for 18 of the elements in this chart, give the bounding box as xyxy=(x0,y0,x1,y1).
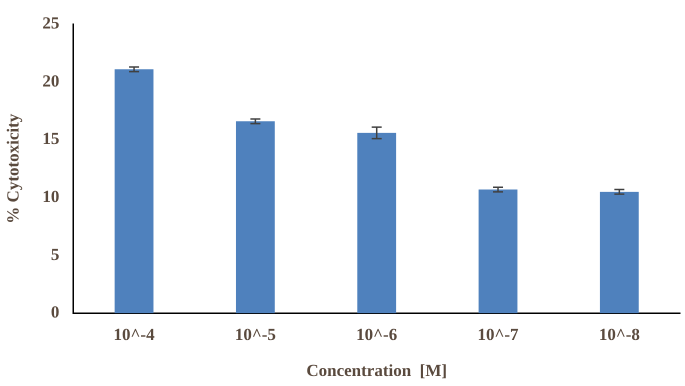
bar xyxy=(236,121,275,314)
y-tick-label: 10 xyxy=(42,186,60,206)
bar xyxy=(357,132,396,314)
bar xyxy=(478,190,518,314)
bar xyxy=(600,192,639,314)
y-tick-label: 15 xyxy=(42,129,60,148)
y-tick-label: 5 xyxy=(50,244,60,264)
y-tick-label: 20 xyxy=(42,71,60,90)
x-tick-label: 10^-7 xyxy=(477,324,520,344)
y-tick-label: 0 xyxy=(50,302,60,322)
x-axis-title: Concentration [M] xyxy=(306,361,448,380)
y-axis-title: % Cytotoxicity xyxy=(4,113,23,224)
x-tick-label: 10^-5 xyxy=(234,324,276,344)
x-tick-label: 10^-8 xyxy=(598,324,640,344)
x-tick-label: 10^-4 xyxy=(114,324,156,344)
bar xyxy=(114,69,154,314)
y-tick-label: 25 xyxy=(42,14,60,33)
x-tick-label: 10^-6 xyxy=(356,324,398,344)
